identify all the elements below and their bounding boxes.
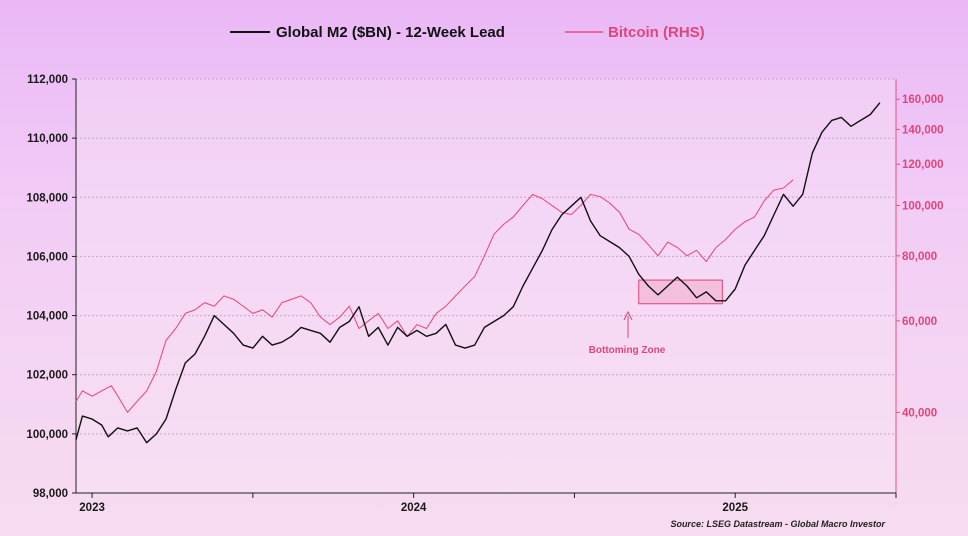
series-layer (75, 102, 881, 444)
right-tick-label: 40,000 (902, 407, 937, 419)
x-axis-ticks: 2023 2024 2025 (79, 493, 897, 514)
right-tick-label: 140,000 (902, 124, 944, 136)
annotation-label: Bottoming Zone (589, 345, 666, 356)
bitcoin-series-line (75, 179, 794, 413)
annotation: Bottoming Zone (589, 310, 666, 356)
bottoming-zone (638, 279, 723, 305)
right-tick-label: 120,000 (902, 159, 944, 171)
left-tick-label: 102,000 (26, 370, 68, 382)
right-tick-label: 60,000 (902, 316, 937, 328)
source-note: Source: LSEG Datastream - Global Macro I… (670, 519, 885, 529)
x-tick-label: 2025 (722, 502, 748, 514)
left-tick-label: 106,000 (26, 251, 68, 263)
left-tick-label: 98,000 (33, 488, 68, 500)
m2-series-line (75, 102, 881, 444)
left-tick-label: 112,000 (27, 74, 68, 86)
legend-m2-label: Global M2 ($BN) - 12-Week Lead (276, 24, 505, 41)
right-axis-ticks: 40,000 60,000 80,000 100,000 120,000 140,000 1… (896, 94, 944, 419)
right-tick-label: 100,000 (902, 200, 944, 212)
left-axis-ticks: 98,000 100,000 102,000 104,000 106,000 108,00… (26, 74, 76, 500)
left-tick-label: 108,000 (26, 192, 68, 204)
left-tick-label: 104,000 (26, 311, 68, 323)
annotation-arrow-head (623, 310, 633, 321)
right-tick-label: 80,000 (902, 251, 937, 263)
x-tick-label: 2023 (79, 502, 105, 514)
legend-btc-label: Bitcoin (RHS) (608, 24, 705, 41)
bottoming-zone-box (638, 279, 723, 305)
x-tick-label: 2024 (401, 502, 427, 514)
left-tick-label: 100,000 (26, 429, 68, 441)
left-tick-label: 110,000 (27, 133, 68, 145)
legend: Global M2 ($BN) - 12-Week Lead Bitcoin (… (230, 24, 705, 41)
axes (75, 79, 897, 494)
right-tick-label: 160,000 (902, 94, 944, 106)
plot-area (76, 79, 896, 493)
